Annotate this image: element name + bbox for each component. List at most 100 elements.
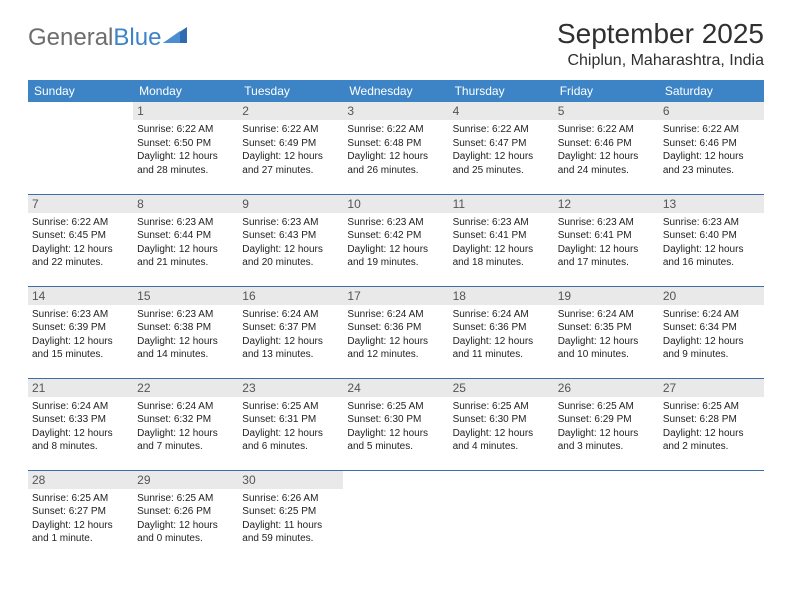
day-number: 18 — [449, 287, 554, 305]
calendar-day-cell — [659, 470, 764, 562]
day-details: Sunrise: 6:25 AMSunset: 6:31 PMDaylight:… — [242, 400, 339, 454]
calendar-day-cell — [554, 470, 659, 562]
calendar-day-cell: 2 Sunrise: 6:22 AMSunset: 6:49 PMDaylight… — [238, 102, 343, 194]
day-details: Sunrise: 6:23 AMSunset: 6:41 PMDaylight:… — [558, 216, 655, 270]
calendar-day-cell: 21Sunrise: 6:24 AMSunset: 6:33 PMDayligh… — [28, 378, 133, 470]
day-details: Sunrise: 6:25 AMSunset: 6:30 PMDaylight:… — [453, 400, 550, 454]
header: GeneralBlue September 2025 Chiplun, Maha… — [28, 18, 764, 70]
day-number: 9 — [238, 195, 343, 213]
day-details: Sunrise: 6:22 AMSunset: 6:47 PMDaylight:… — [453, 123, 550, 177]
logo-triangle-icon — [163, 24, 189, 52]
day-number — [659, 471, 764, 475]
calendar-week-row: 28Sunrise: 6:25 AMSunset: 6:27 PMDayligh… — [28, 470, 764, 562]
logo-text-general: General — [28, 24, 113, 52]
day-details: Sunrise: 6:22 AMSunset: 6:46 PMDaylight:… — [663, 123, 760, 177]
day-number: 13 — [659, 195, 764, 213]
day-number: 6 — [659, 102, 764, 120]
calendar-day-cell: 8 Sunrise: 6:23 AMSunset: 6:44 PMDaylight… — [133, 194, 238, 286]
day-details: Sunrise: 6:22 AMSunset: 6:49 PMDaylight:… — [242, 123, 339, 177]
calendar-page: GeneralBlue September 2025 Chiplun, Maha… — [0, 0, 792, 572]
day-number: 23 — [238, 379, 343, 397]
day-details: Sunrise: 6:23 AMSunset: 6:40 PMDaylight:… — [663, 216, 760, 270]
month-title: September 2025 — [557, 18, 764, 50]
day-number: 10 — [343, 195, 448, 213]
calendar-day-cell: 30 Sunrise: 6:26 AMSunset: 6:25 PMDayligh… — [238, 470, 343, 562]
day-number — [28, 102, 133, 106]
calendar-day-cell: 24Sunrise: 6:25 AMSunset: 6:30 PMDayligh… — [343, 378, 448, 470]
day-details: Sunrise: 6:26 AMSunset: 6:25 PMDaylight:… — [242, 492, 339, 546]
day-details: Sunrise: 6:23 AMSunset: 6:43 PMDaylight:… — [242, 216, 339, 270]
calendar-day-cell: 1 Sunrise: 6:22 AMSunset: 6:50 PMDaylight… — [133, 102, 238, 194]
location: Chiplun, Maharashtra, India — [557, 52, 764, 70]
day-details: Sunrise: 6:25 AMSunset: 6:27 PMDaylight:… — [32, 492, 129, 546]
day-number: 25 — [449, 379, 554, 397]
calendar-day-cell: 3 Sunrise: 6:22 AMSunset: 6:48 PMDaylight… — [343, 102, 448, 194]
day-number: 3 — [343, 102, 448, 120]
day-details: Sunrise: 6:23 AMSunset: 6:39 PMDaylight:… — [32, 308, 129, 362]
calendar-day-cell: 22 Sunrise: 6:24 AMSunset: 6:32 PMDayligh… — [133, 378, 238, 470]
calendar-day-cell: 19 Sunrise: 6:24 AMSunset: 6:35 PMDayligh… — [554, 286, 659, 378]
calendar-table: SundayMondayTuesdayWednesdayThursdayFrid… — [28, 80, 764, 562]
calendar-day-cell: 10Sunrise: 6:23 AMSunset: 6:42 PMDayligh… — [343, 194, 448, 286]
calendar-day-cell: 15Sunrise: 6:23 AMSunset: 6:38 PMDayligh… — [133, 286, 238, 378]
calendar-week-row: 7Sunrise: 6:22 AMSunset: 6:45 PMDaylight… — [28, 194, 764, 286]
calendar-day-cell: 9 Sunrise: 6:23 AMSunset: 6:43 PMDaylight… — [238, 194, 343, 286]
day-number: 8 — [133, 195, 238, 213]
calendar-day-cell: 13 Sunrise: 6:23 AMSunset: 6:40 PMDayligh… — [659, 194, 764, 286]
day-number: 4 — [449, 102, 554, 120]
day-details: Sunrise: 6:25 AMSunset: 6:26 PMDaylight:… — [137, 492, 234, 546]
calendar-day-cell: 27 Sunrise: 6:25 AMSunset: 6:28 PMDayligh… — [659, 378, 764, 470]
calendar-day-cell: 6 Sunrise: 6:22 AMSunset: 6:46 PMDaylight… — [659, 102, 764, 194]
day-details: Sunrise: 6:22 AMSunset: 6:45 PMDaylight:… — [32, 216, 129, 270]
calendar-day-cell: 12Sunrise: 6:23 AMSunset: 6:41 PMDayligh… — [554, 194, 659, 286]
weekday-header: Monday — [133, 80, 238, 102]
day-number: 26 — [554, 379, 659, 397]
day-number: 22 — [133, 379, 238, 397]
calendar-day-cell — [343, 470, 448, 562]
day-number: 30 — [238, 471, 343, 489]
day-details: Sunrise: 6:22 AMSunset: 6:48 PMDaylight:… — [347, 123, 444, 177]
day-number: 2 — [238, 102, 343, 120]
weekday-header: Friday — [554, 80, 659, 102]
calendar-body: 1 Sunrise: 6:22 AMSunset: 6:50 PMDaylight… — [28, 102, 764, 562]
day-details: Sunrise: 6:24 AMSunset: 6:34 PMDaylight:… — [663, 308, 760, 362]
day-number: 27 — [659, 379, 764, 397]
day-number: 19 — [554, 287, 659, 305]
day-details: Sunrise: 6:24 AMSunset: 6:35 PMDaylight:… — [558, 308, 655, 362]
weekday-header: Wednesday — [343, 80, 448, 102]
calendar-day-cell: 5 Sunrise: 6:22 AMSunset: 6:46 PMDaylight… — [554, 102, 659, 194]
calendar-week-row: 1 Sunrise: 6:22 AMSunset: 6:50 PMDaylight… — [28, 102, 764, 194]
day-number: 29 — [133, 471, 238, 489]
title-block: September 2025 Chiplun, Maharashtra, Ind… — [557, 18, 764, 70]
day-details: Sunrise: 6:24 AMSunset: 6:32 PMDaylight:… — [137, 400, 234, 454]
day-details: Sunrise: 6:24 AMSunset: 6:36 PMDaylight:… — [453, 308, 550, 362]
calendar-day-cell: 16 Sunrise: 6:24 AMSunset: 6:37 PMDayligh… — [238, 286, 343, 378]
day-details: Sunrise: 6:24 AMSunset: 6:37 PMDaylight:… — [242, 308, 339, 362]
day-number: 16 — [238, 287, 343, 305]
weekday-header: Sunday — [28, 80, 133, 102]
calendar-day-cell: 28Sunrise: 6:25 AMSunset: 6:27 PMDayligh… — [28, 470, 133, 562]
day-number: 5 — [554, 102, 659, 120]
weekday-header: Saturday — [659, 80, 764, 102]
calendar-day-cell — [28, 102, 133, 194]
calendar-day-cell: 29 Sunrise: 6:25 AMSunset: 6:26 PMDayligh… — [133, 470, 238, 562]
day-details: Sunrise: 6:22 AMSunset: 6:46 PMDaylight:… — [558, 123, 655, 177]
day-details: Sunrise: 6:24 AMSunset: 6:36 PMDaylight:… — [347, 308, 444, 362]
day-details: Sunrise: 6:25 AMSunset: 6:29 PMDaylight:… — [558, 400, 655, 454]
day-details: Sunrise: 6:23 AMSunset: 6:44 PMDaylight:… — [137, 216, 234, 270]
day-number — [343, 471, 448, 475]
calendar-day-cell: 7Sunrise: 6:22 AMSunset: 6:45 PMDaylight… — [28, 194, 133, 286]
day-number: 15 — [133, 287, 238, 305]
calendar-day-cell: 20Sunrise: 6:24 AMSunset: 6:34 PMDayligh… — [659, 286, 764, 378]
day-details: Sunrise: 6:24 AMSunset: 6:33 PMDaylight:… — [32, 400, 129, 454]
calendar-day-cell: 17Sunrise: 6:24 AMSunset: 6:36 PMDayligh… — [343, 286, 448, 378]
calendar-week-row: 21Sunrise: 6:24 AMSunset: 6:33 PMDayligh… — [28, 378, 764, 470]
day-details: Sunrise: 6:25 AMSunset: 6:28 PMDaylight:… — [663, 400, 760, 454]
day-number — [554, 471, 659, 475]
day-details: Sunrise: 6:22 AMSunset: 6:50 PMDaylight:… — [137, 123, 234, 177]
day-details: Sunrise: 6:25 AMSunset: 6:30 PMDaylight:… — [347, 400, 444, 454]
day-number: 1 — [133, 102, 238, 120]
weekday-header: Tuesday — [238, 80, 343, 102]
calendar-day-cell: 23 Sunrise: 6:25 AMSunset: 6:31 PMDayligh… — [238, 378, 343, 470]
day-details: Sunrise: 6:23 AMSunset: 6:41 PMDaylight:… — [453, 216, 550, 270]
